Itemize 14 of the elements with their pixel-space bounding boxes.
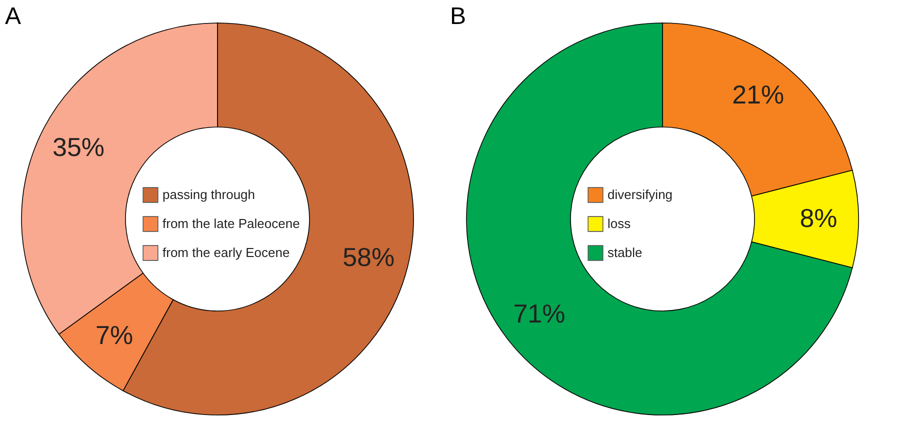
- legend-label: stable: [608, 245, 642, 260]
- chart-title: A: [5, 3, 22, 30]
- chart-title: B: [450, 3, 466, 30]
- data-label: 8%: [800, 203, 838, 233]
- legend-label: passing through: [162, 187, 256, 202]
- data-label: 58%: [342, 242, 395, 272]
- data-label: 35%: [52, 132, 105, 162]
- legend-label: loss: [608, 216, 632, 231]
- legend-label: from the early Eocene: [162, 245, 290, 260]
- data-label: 7%: [96, 320, 134, 350]
- data-label: 21%: [732, 80, 784, 110]
- legend-label: from the late Paleocene: [162, 216, 300, 231]
- legend-label: diversifying: [608, 187, 673, 202]
- data-label: 71%: [513, 298, 566, 329]
